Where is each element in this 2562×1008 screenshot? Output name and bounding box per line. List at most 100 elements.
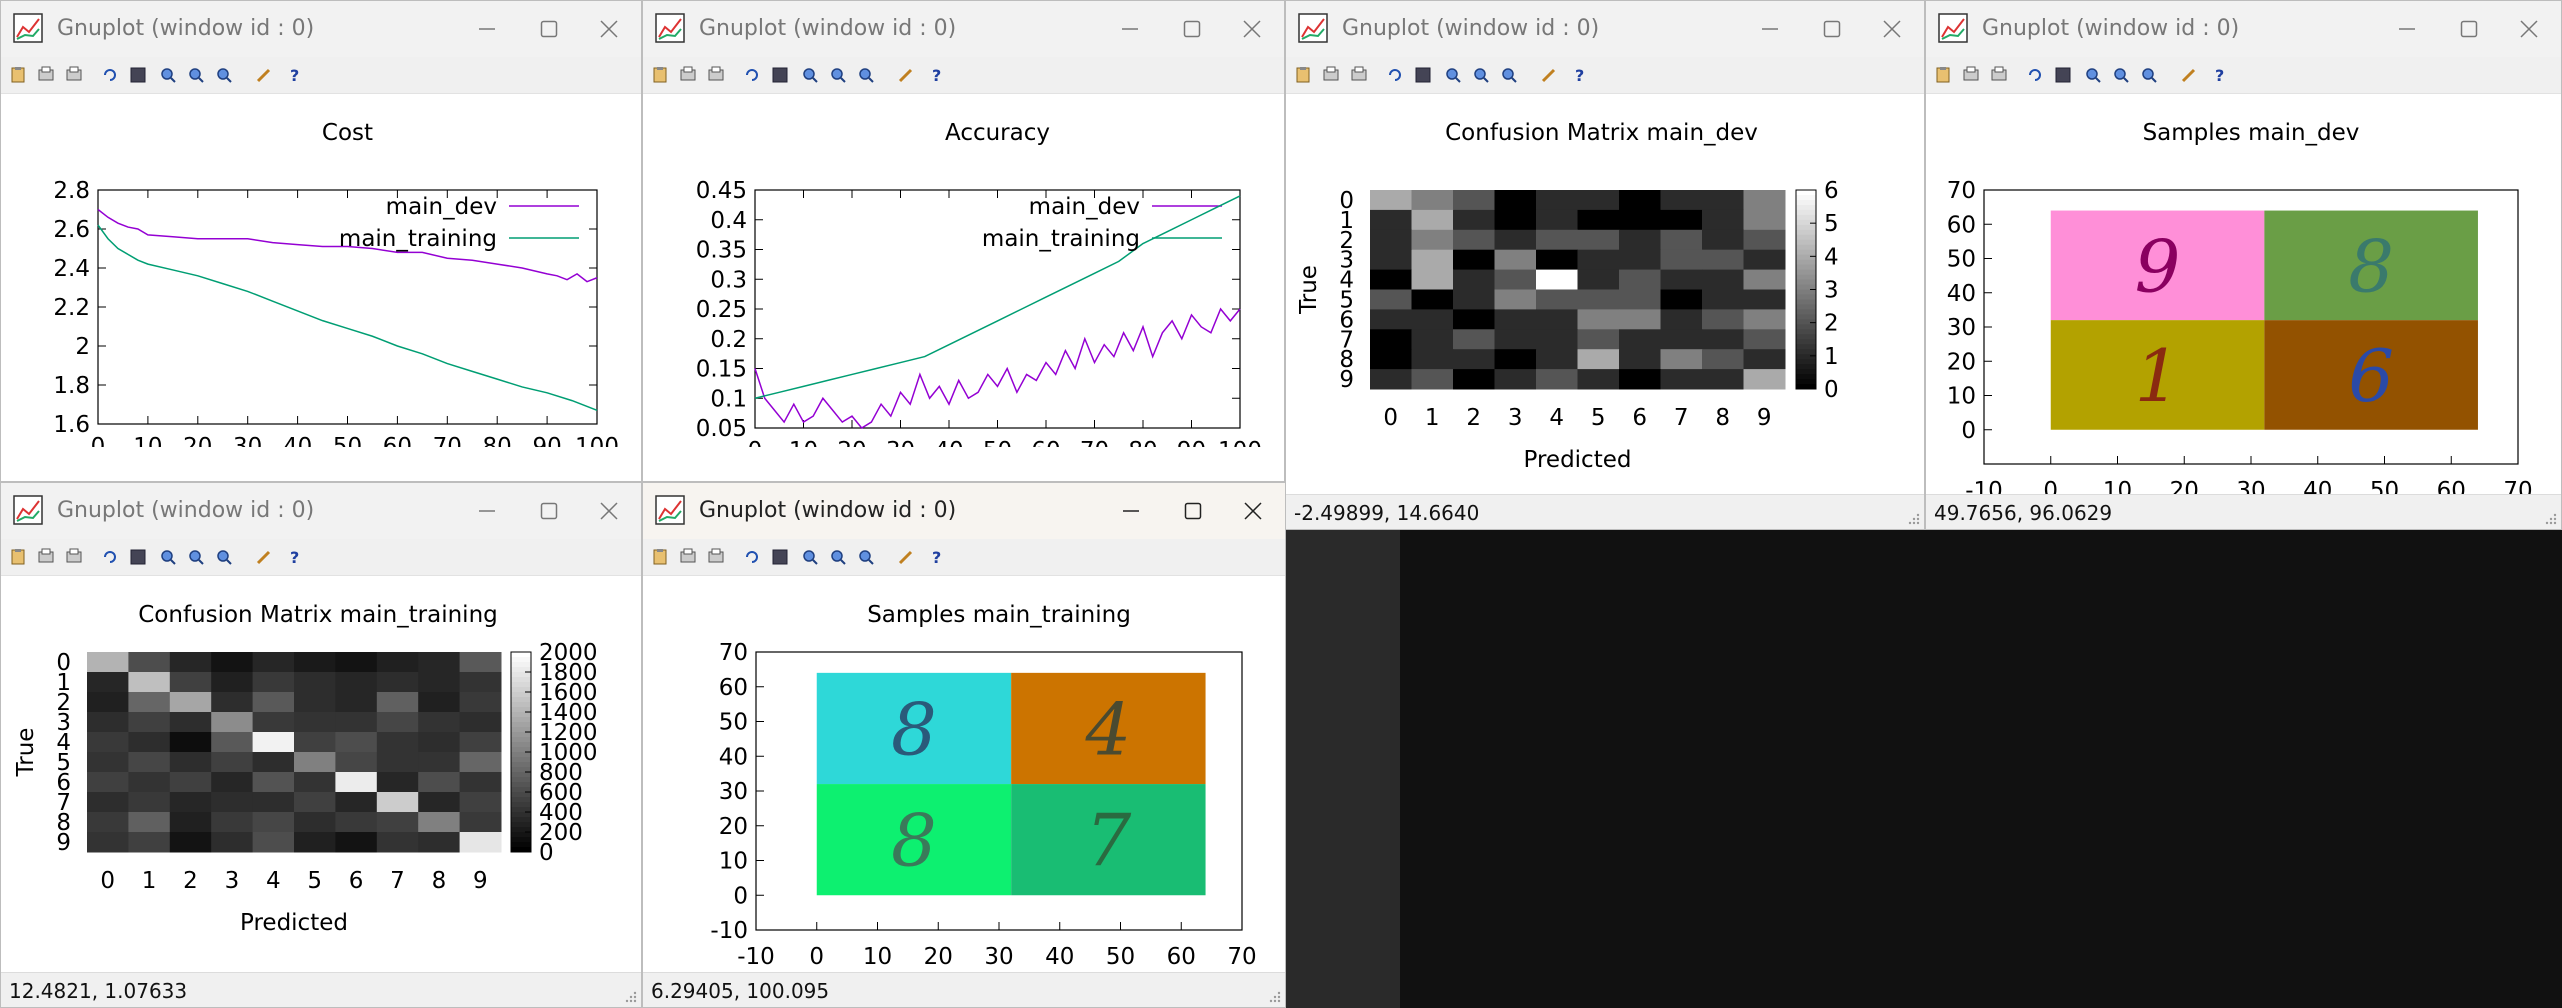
copy-icon[interactable] (651, 66, 669, 84)
copy-icon[interactable] (9, 66, 27, 84)
options-icon[interactable] (897, 66, 915, 84)
title-bar[interactable]: Gnuplot (window id : 0) (1926, 1, 2561, 57)
copy-icon[interactable] (9, 548, 27, 566)
minimize-button[interactable] (1748, 9, 1792, 49)
resize-grip-icon[interactable] (1906, 511, 1920, 525)
help-icon[interactable]: ? (1570, 66, 1588, 84)
zoom-next-icon[interactable] (187, 548, 205, 566)
copy-icon[interactable] (651, 548, 669, 566)
title-bar[interactable]: Gnuplot (window id : 0) (643, 483, 1285, 539)
zoom-prev-icon[interactable] (1444, 66, 1462, 84)
plot-area[interactable]: Confusion Matrix main_training 0 1 2 3 4 5 6 7 8 9… (1, 576, 641, 973)
title-bar[interactable]: Gnuplot (window id : 0) (1286, 1, 1924, 57)
export-icon[interactable] (1962, 66, 1980, 84)
grid-icon[interactable] (129, 548, 147, 566)
plot-area[interactable]: Confusion Matrix main_dev 0 1 2 3 4 5 6 7 8 9 0 1 2 3 4… (1286, 94, 1924, 495)
zoom-prev-icon[interactable] (159, 548, 177, 566)
gnuplot-window-samples-dev[interactable]: Gnuplot (window id : 0) ? Samples main_d… (1925, 0, 2562, 530)
zoom-next-icon[interactable] (187, 66, 205, 84)
minimize-button[interactable] (465, 9, 509, 49)
minimize-button[interactable] (1108, 9, 1152, 49)
zoom-prev-icon[interactable] (159, 66, 177, 84)
gnuplot-window-accuracy[interactable]: Gnuplot (window id : 0) ? Accuracy 0 10 20 3… (642, 0, 1285, 482)
resize-grip-icon[interactable] (2543, 511, 2557, 525)
gnuplot-window-cost[interactable]: Gnuplot (window id : 0) ? Cost 0 10 20 30 40 5… (0, 0, 642, 482)
help-icon[interactable]: ? (927, 66, 945, 84)
grid-icon[interactable] (1414, 66, 1432, 84)
zoom-out-icon[interactable] (215, 548, 233, 566)
zoom-next-icon[interactable] (2112, 66, 2130, 84)
zoom-out-icon[interactable] (2140, 66, 2158, 84)
grid-icon[interactable] (2054, 66, 2072, 84)
maximize-button[interactable] (1171, 491, 1215, 531)
zoom-prev-icon[interactable] (2084, 66, 2102, 84)
close-button[interactable] (1231, 491, 1275, 531)
options-icon[interactable] (255, 548, 273, 566)
resize-grip-icon[interactable] (1267, 989, 1281, 1003)
help-icon[interactable]: ? (927, 548, 945, 566)
zoom-prev-icon[interactable] (801, 548, 819, 566)
grid-icon[interactable] (129, 66, 147, 84)
options-icon[interactable] (897, 548, 915, 566)
zoom-next-icon[interactable] (829, 66, 847, 84)
zoom-out-icon[interactable] (1500, 66, 1518, 84)
print-icon[interactable] (1990, 66, 2008, 84)
replot-icon[interactable] (743, 66, 761, 84)
options-icon[interactable] (255, 66, 273, 84)
close-button[interactable] (2507, 9, 2551, 49)
close-button[interactable] (587, 9, 631, 49)
minimize-button[interactable] (1109, 491, 1153, 531)
help-icon[interactable]: ? (2210, 66, 2228, 84)
options-icon[interactable] (1540, 66, 1558, 84)
minimize-button[interactable] (2385, 9, 2429, 49)
plot-area[interactable]: Samples main_training 8 4 8 7 -10 0 10 20 30 40 50 6… (643, 576, 1285, 973)
print-icon[interactable] (65, 548, 83, 566)
print-icon[interactable] (707, 66, 725, 84)
export-icon[interactable] (1322, 66, 1340, 84)
close-button[interactable] (1230, 9, 1274, 49)
print-icon[interactable] (707, 548, 725, 566)
grid-icon[interactable] (771, 548, 789, 566)
gnuplot-window-confusion-dev[interactable]: Gnuplot (window id : 0) ? Confusion Matr… (1285, 0, 1925, 530)
copy-icon[interactable] (1934, 66, 1952, 84)
resize-grip-icon[interactable] (623, 989, 637, 1003)
replot-icon[interactable] (2026, 66, 2044, 84)
export-icon[interactable] (679, 66, 697, 84)
options-icon[interactable] (2180, 66, 2198, 84)
gnuplot-window-samples-training[interactable]: Gnuplot (window id : 0) ? Samples main_t… (642, 482, 1286, 1008)
maximize-button[interactable] (527, 491, 571, 531)
zoom-next-icon[interactable] (1472, 66, 1490, 84)
grid-icon[interactable] (771, 66, 789, 84)
replot-icon[interactable] (1386, 66, 1404, 84)
close-button[interactable] (1870, 9, 1914, 49)
copy-icon[interactable] (1294, 66, 1312, 84)
title-bar[interactable]: Gnuplot (window id : 0) (1, 1, 641, 57)
plot-area[interactable]: Accuracy 0 10 20 30 40 50 60 70 80 90 100 0.05 0.1 0.1… (643, 94, 1284, 447)
replot-icon[interactable] (101, 548, 119, 566)
zoom-prev-icon[interactable] (801, 66, 819, 84)
plot-area[interactable]: Samples main_dev 9 8 1 6 -10 0 10 20 30 40 50 60 70 0 1… (1926, 94, 2561, 495)
maximize-button[interactable] (2447, 9, 2491, 49)
minimize-button[interactable] (465, 491, 509, 531)
help-icon[interactable]: ? (285, 548, 303, 566)
print-icon[interactable] (65, 66, 83, 84)
plot-area[interactable]: Cost 0 10 20 30 40 50 60 70 80 90 100 1.6 1.8 2 2.2 2.4 2… (1, 94, 641, 447)
title-bar[interactable]: Gnuplot (window id : 0) (1, 483, 641, 539)
gnuplot-window-confusion-training[interactable]: Gnuplot (window id : 0) ? Confusion Matr… (0, 482, 642, 1008)
export-icon[interactable] (37, 548, 55, 566)
zoom-out-icon[interactable] (857, 66, 875, 84)
zoom-out-icon[interactable] (857, 548, 875, 566)
print-icon[interactable] (1350, 66, 1368, 84)
help-icon[interactable]: ? (285, 66, 303, 84)
close-button[interactable] (587, 491, 631, 531)
title-bar[interactable]: Gnuplot (window id : 0) (643, 1, 1284, 57)
maximize-button[interactable] (527, 9, 571, 49)
export-icon[interactable] (37, 66, 55, 84)
maximize-button[interactable] (1810, 9, 1854, 49)
replot-icon[interactable] (101, 66, 119, 84)
zoom-out-icon[interactable] (215, 66, 233, 84)
zoom-next-icon[interactable] (829, 548, 847, 566)
export-icon[interactable] (679, 548, 697, 566)
replot-icon[interactable] (743, 548, 761, 566)
maximize-button[interactable] (1170, 9, 1214, 49)
